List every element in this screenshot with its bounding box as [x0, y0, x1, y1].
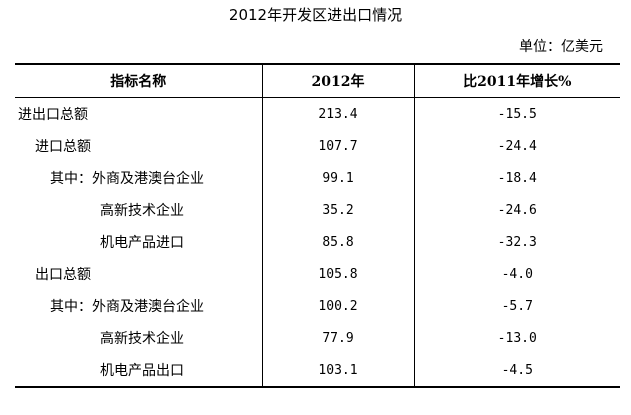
- cell-value: -5.7: [413, 290, 620, 322]
- table-row: 机电产品出口 103.1 -4.5: [15, 354, 620, 387]
- cell-value: 99.1: [261, 162, 414, 194]
- cell-value: 213.4: [261, 97, 414, 130]
- row-label: 机电产品进口: [100, 235, 184, 251]
- cell-value: -15.5: [413, 97, 620, 130]
- cell-value: 105.8: [261, 258, 414, 290]
- table-row: 高新技术企业 35.2 -24.6: [15, 194, 620, 226]
- cell-value: -32.3: [413, 226, 620, 258]
- cell-value: 85.8: [261, 226, 414, 258]
- row-label: 出口总额: [35, 267, 91, 283]
- table-row: 进出口总额 213.4 -15.5: [15, 97, 620, 130]
- table-row: 其中：外商及港澳台企业 99.1 -18.4: [15, 162, 620, 194]
- table-row: 机电产品进口 85.8 -32.3: [15, 226, 620, 258]
- row-label: 其中：外商及港澳台企业: [50, 299, 204, 315]
- column-header: 比2011年增长%: [413, 64, 620, 98]
- cell-value: -24.6: [413, 194, 620, 226]
- table-row: 出口总额 105.8 -4.0: [15, 258, 620, 290]
- cell-value: -4.0: [413, 258, 620, 290]
- cell-value: 100.2: [261, 290, 414, 322]
- row-label: 其中：外商及港澳台企业: [50, 171, 204, 187]
- table-row: 高新技术企业 77.9 -13.0: [15, 322, 620, 354]
- row-label: 进出口总额: [18, 107, 88, 123]
- cell-value: -24.4: [413, 130, 620, 162]
- row-label: 进口总额: [35, 139, 91, 155]
- cell-value: 77.9: [261, 322, 414, 354]
- table-row: 进口总额 107.7 -24.4: [15, 130, 620, 162]
- cell-value: 35.2: [261, 194, 414, 226]
- column-header: 2012年: [261, 64, 414, 98]
- cell-value: 107.7: [261, 130, 414, 162]
- cell-value: -18.4: [413, 162, 620, 194]
- row-label: 高新技术企业: [100, 331, 184, 347]
- unit: 单位：亿美元: [519, 39, 603, 55]
- data-table: 指标名称 2012年 比2011年增长% 进出口总额 213.4 -15.5 进口总额…: [15, 63, 620, 388]
- cell-value: -4.5: [413, 354, 620, 387]
- title: 2012年开发区进出口情况: [228, 6, 403, 24]
- column-header: 指标名称: [110, 74, 167, 90]
- header-row: 指标名称 2012年 比2011年增长%: [15, 64, 620, 98]
- cell-value: -13.0: [413, 322, 620, 354]
- table-row: 其中：外商及港澳台企业 100.2 -5.7: [15, 290, 620, 322]
- row-label: 高新技术企业: [100, 203, 184, 219]
- row-label: 机电产品出口: [100, 363, 184, 379]
- cell-value: 103.1: [261, 354, 414, 387]
